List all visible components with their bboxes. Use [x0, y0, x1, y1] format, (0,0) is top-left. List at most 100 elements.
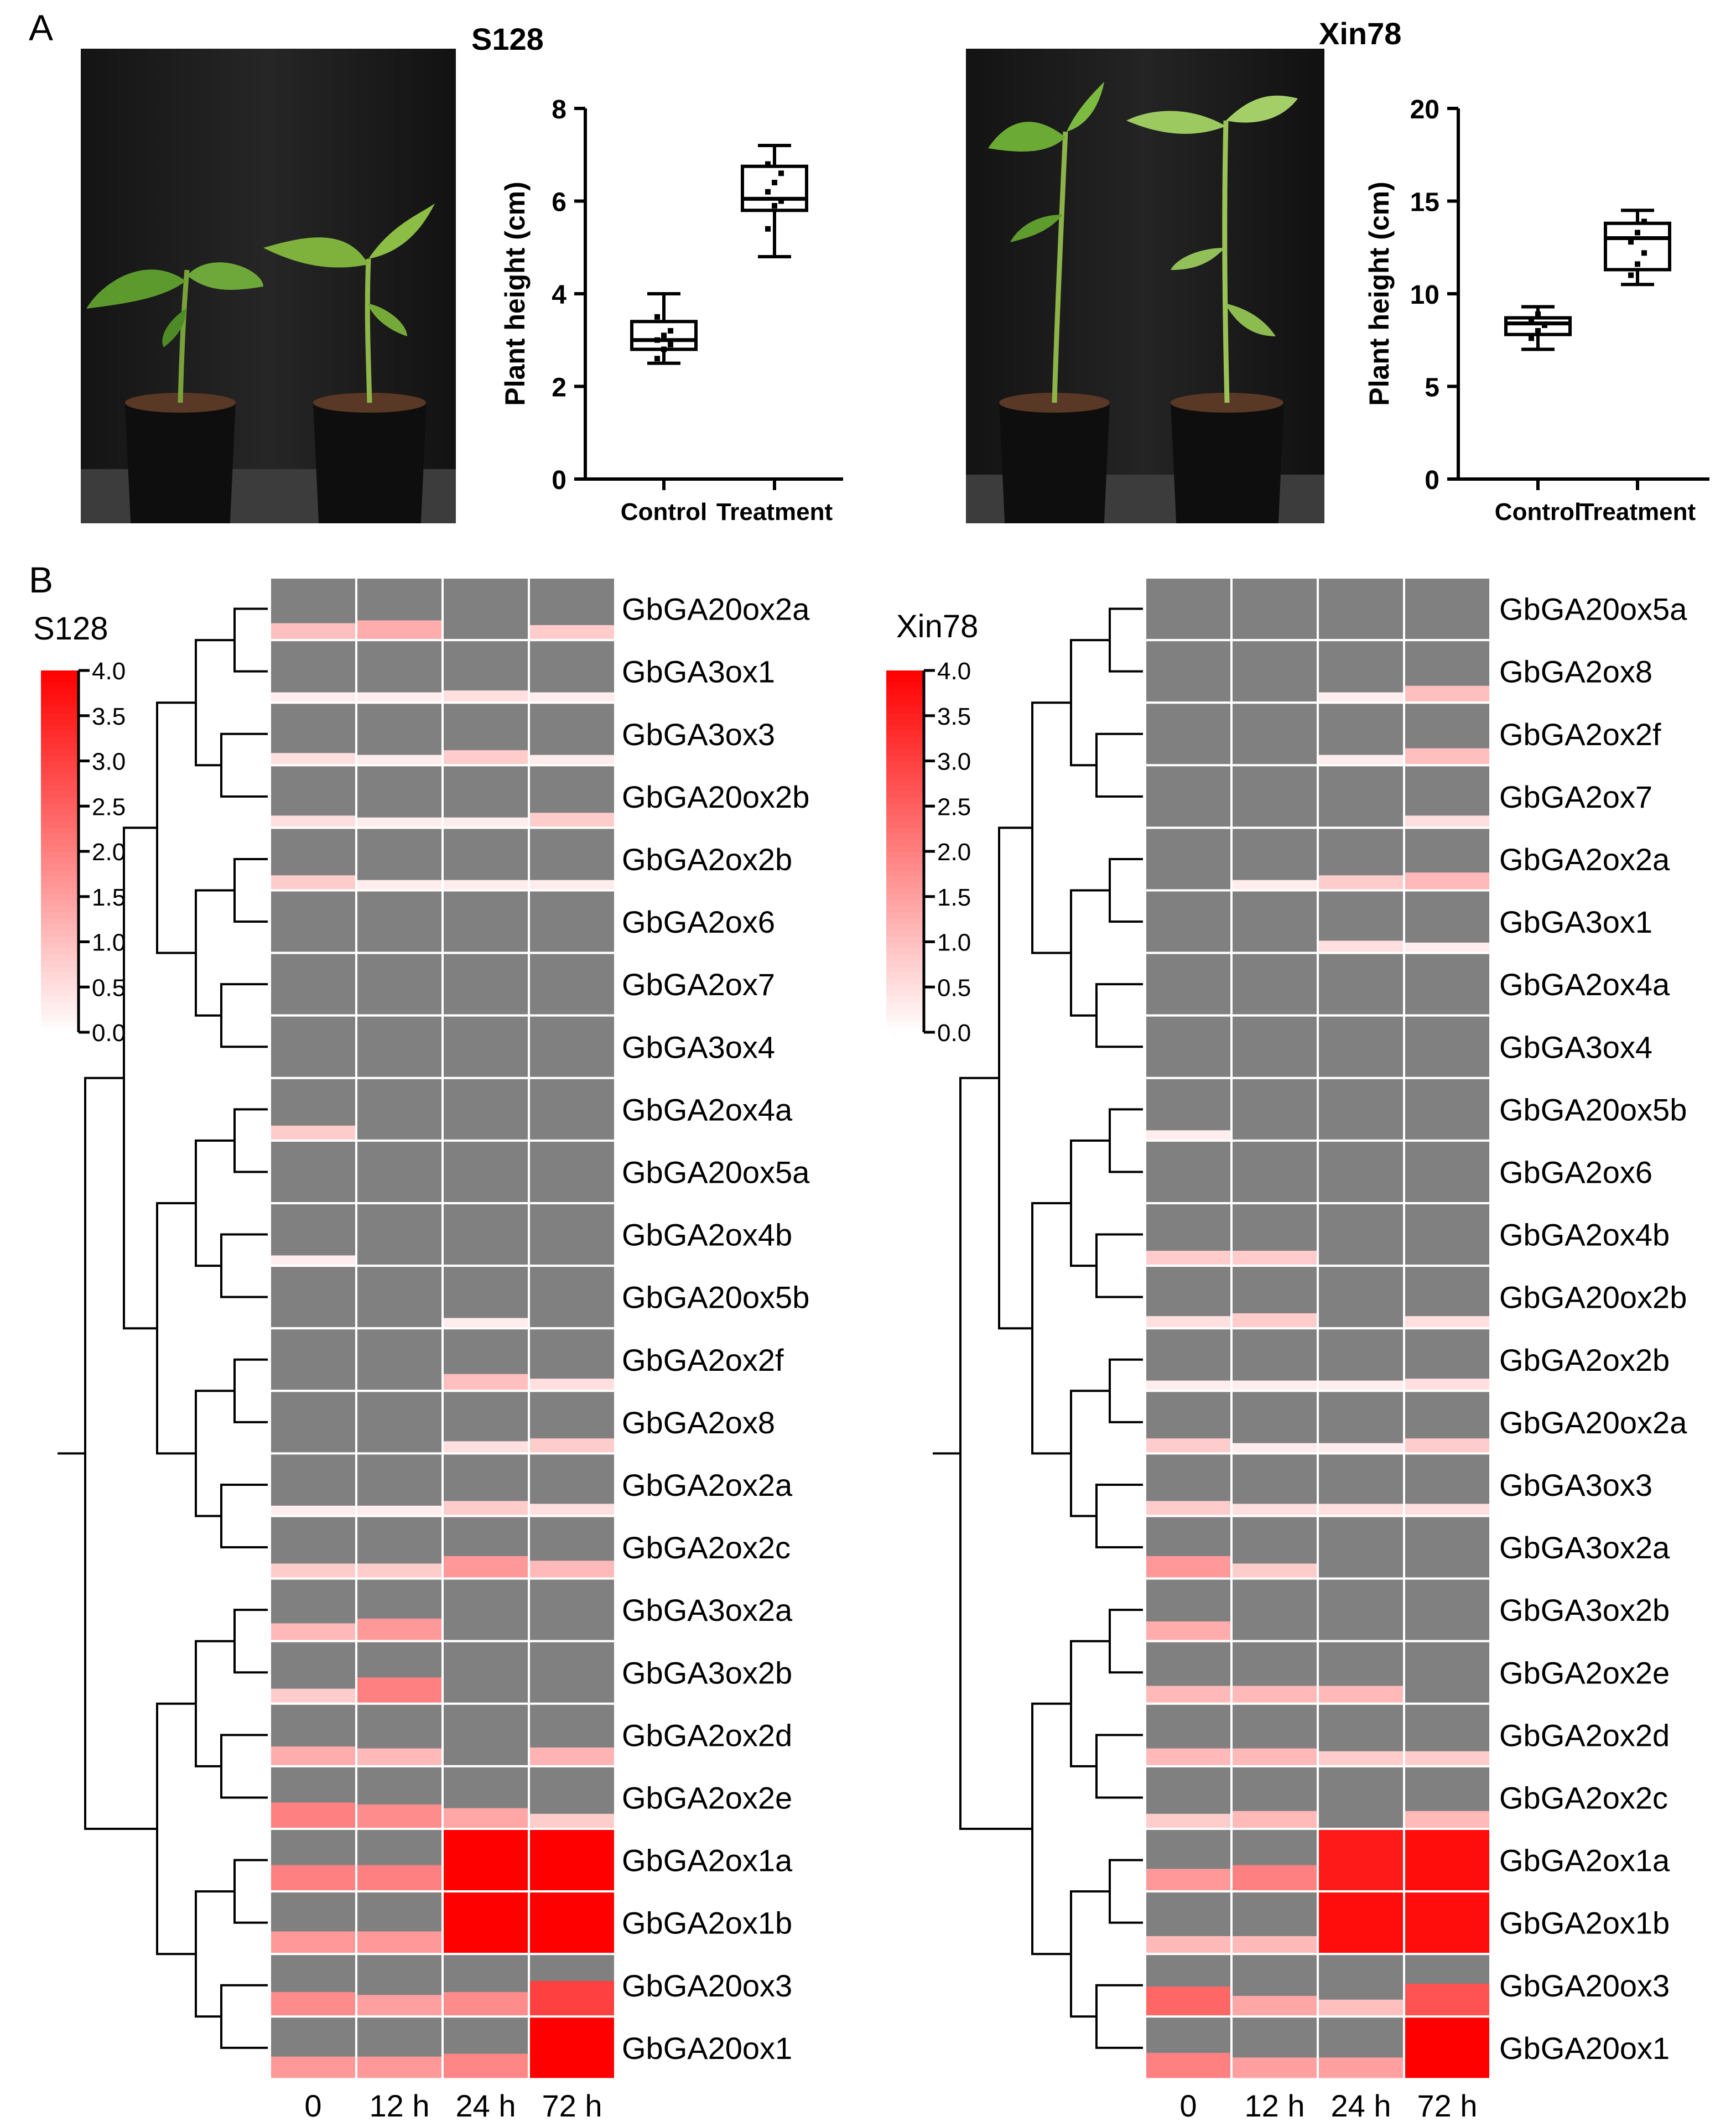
- heatmap-cell: [356, 1748, 443, 1766]
- heatmap-row-label: GbGA2ox2b: [1499, 1343, 1670, 1377]
- colorbar-band: [41, 785, 77, 792]
- heatmap-cell: [529, 1198, 615, 1203]
- heatmap-cell-bg: [356, 1078, 443, 1141]
- heatmap-cell: [1404, 1636, 1490, 1641]
- heatmap-row-label: GbGA20ox3: [1499, 1968, 1670, 2003]
- colorbar-band: [41, 719, 77, 726]
- heatmap-cell-bg: [443, 1078, 529, 1141]
- box-point: [1635, 230, 1640, 236]
- heatmap-cell: [529, 1261, 615, 1266]
- heatmap-col-label: 0: [304, 2088, 321, 2123]
- heatmap-cell: [1404, 872, 1490, 891]
- heatmap-row-label: GbGA2ox1b: [1499, 1906, 1670, 1941]
- heatmap-cell-bg: [1318, 1516, 1404, 1579]
- colorbar-band: [886, 996, 923, 1003]
- box-point: [1641, 219, 1647, 225]
- dendrogram-branch: [220, 732, 268, 798]
- heatmap-cell-bg: [356, 1266, 443, 1329]
- heatmap-cell-bg: [1404, 1641, 1490, 1704]
- heatmap-row-label: GbGA3ox1: [1499, 904, 1652, 939]
- heatmap-cell-bg: [270, 1140, 356, 1203]
- heatmap-cell-bg: [356, 1015, 443, 1078]
- heatmap-cell: [1231, 2057, 1318, 2079]
- heatmap-cell-bg: [1231, 1328, 1318, 1391]
- colorbar-band: [886, 966, 923, 973]
- heatmap-cell: [443, 1374, 529, 1391]
- heatmap-cell-bg: [270, 1203, 356, 1266]
- heatmap-cell-bg: [356, 890, 443, 953]
- heatmap-cell: [529, 1698, 615, 1704]
- heatmap-row-label: GbGA3ox4: [1499, 1029, 1652, 1064]
- dendrogram-branch: [1109, 857, 1143, 923]
- heatmap-cell: [1145, 1813, 1231, 1829]
- y-axis-label: Plant height (cm): [1364, 181, 1395, 406]
- y-axis-label: Plant height (cm): [500, 181, 531, 406]
- box-point: [668, 342, 673, 348]
- heatmap-cell-bg: [1231, 703, 1318, 766]
- heatmap-cell-bg: [1145, 890, 1231, 953]
- colorbar-band: [41, 779, 77, 786]
- heatmap-cell: [1318, 755, 1404, 766]
- colorbar-band: [41, 815, 77, 822]
- box-chart-title: Xin78: [1319, 16, 1401, 51]
- plant-photo-xin78-art: [966, 49, 1324, 523]
- colorbar-band: [886, 977, 923, 985]
- colorbar-band: [886, 893, 923, 901]
- box-point: [1635, 261, 1640, 267]
- colorbar-band: [41, 984, 77, 991]
- heatmap-cell: [270, 623, 356, 641]
- heatmap-cell: [529, 1135, 615, 1141]
- heatmap-cell: [529, 880, 615, 891]
- heatmap-cell-bg: [270, 1015, 356, 1078]
- heatmap-cell-bg: [356, 953, 443, 1016]
- heatmap-cell-bg: [529, 1015, 615, 1078]
- heatmap-cell: [1145, 635, 1231, 641]
- heatmap-title: Xin78: [896, 609, 978, 644]
- dendrogram-branch: [123, 826, 157, 1330]
- colorbar-band: [41, 1014, 77, 1021]
- colorbar-band: [41, 948, 77, 955]
- heatmap-cell-bg: [529, 1641, 615, 1704]
- colorbar-band: [41, 676, 77, 683]
- heatmap-cell: [1145, 1130, 1231, 1141]
- dendrogram-branch: [1070, 1640, 1110, 1767]
- heatmap-cell-bg: [1145, 640, 1231, 703]
- colorbar-band: [41, 912, 77, 918]
- heatmap-cell: [1231, 760, 1318, 766]
- heatmap-cell: [270, 1865, 356, 1892]
- heatmap-col-label: 12 h: [370, 2088, 430, 2123]
- box-point: [654, 356, 660, 362]
- colorbar-band: [886, 954, 923, 961]
- colorbar-band: [41, 827, 77, 834]
- colorbar-band: [41, 833, 77, 840]
- heatmap-cell: [1231, 1313, 1318, 1329]
- heatmap-cell: [1318, 1573, 1404, 1579]
- y-tick-label: 0: [1425, 466, 1439, 495]
- heatmap-row-label: GbGA20ox2a: [1499, 1405, 1687, 1440]
- heatmap-cell: [529, 948, 615, 953]
- heatmap-cell: [1231, 1748, 1318, 1766]
- dendrogram-branch: [220, 1483, 268, 1549]
- heatmap-cell-bg: [443, 828, 529, 891]
- colorbar-band: [886, 767, 923, 774]
- colorbar-tick-label: 2.0: [937, 839, 971, 866]
- heatmap-cell-bg: [1231, 1015, 1318, 1078]
- panel-label-b: B: [29, 559, 54, 600]
- heatmap-row-label: GbGA2ox2c: [1499, 1780, 1668, 1815]
- colorbar-band: [41, 1020, 77, 1027]
- colorbar-band: [886, 1026, 923, 1033]
- heatmap-cell: [443, 1761, 529, 1766]
- colorbar-band: [41, 996, 77, 1003]
- heatmap-cell: [1145, 1010, 1231, 1016]
- heatmap-cell: [1145, 948, 1231, 953]
- heatmap-cell: [1404, 1198, 1490, 1203]
- colorbar-tick-label: 1.0: [92, 929, 126, 956]
- heatmap-cell-bg: [1318, 1578, 1404, 1641]
- heatmap-cell: [1145, 1621, 1231, 1641]
- heatmap-row-label: GbGA2ox1b: [622, 1906, 792, 1941]
- heatmap-row-label: GbGA2ox1a: [622, 1843, 793, 1878]
- heatmap-cell: [1231, 1865, 1318, 1892]
- heatmap-cell: [443, 1636, 529, 1641]
- dendrogram-branch: [1109, 1609, 1143, 1674]
- heatmap-cell: [443, 750, 529, 766]
